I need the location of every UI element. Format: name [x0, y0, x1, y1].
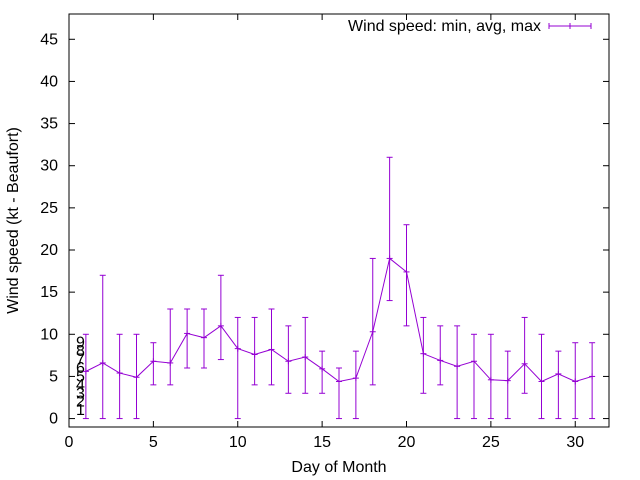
error-bar [454, 325, 461, 420]
error-bar [504, 350, 511, 420]
x-tick-label: 10 [229, 434, 247, 451]
error-bar [167, 308, 174, 386]
beaufort-label: 4 [76, 377, 85, 394]
error-bar [99, 274, 106, 420]
error-bar [352, 350, 359, 420]
beaufort-label: 2 [76, 394, 85, 411]
beaufort-label: 6 [76, 360, 85, 377]
y-axis-label: Wind speed (kt - Beaufort) [5, 127, 22, 314]
y-tick-label: 20 [40, 242, 58, 259]
error-bar [589, 342, 596, 420]
x-tick-label: 5 [149, 434, 158, 451]
y-tick-label: 10 [40, 326, 58, 343]
error-bar [234, 316, 241, 420]
y-tick-label: 35 [40, 116, 58, 133]
error-bar [386, 156, 393, 302]
x-tick-label: 15 [313, 434, 331, 451]
y-tick-label: 40 [40, 73, 58, 90]
plot-area [68, 13, 610, 428]
series-layer [82, 156, 596, 420]
y-tick-label: 15 [40, 284, 58, 301]
error-bar [403, 224, 410, 327]
error-bar [336, 367, 342, 420]
series-line-avg [85, 257, 593, 383]
beaufort-label: 8 [76, 343, 85, 360]
x-tick-label: 0 [65, 434, 74, 451]
error-bar [471, 333, 477, 420]
y-tick-label: 0 [49, 411, 58, 428]
error-bar [184, 308, 191, 369]
error-bar [437, 325, 444, 386]
beaufort-label: 7 [76, 352, 85, 369]
x-axis-label: Day of Month [291, 459, 386, 476]
error-bar [369, 257, 376, 386]
error-bar [82, 333, 89, 420]
beaufort-label: 1 [76, 402, 85, 419]
error-bar [319, 350, 326, 394]
beaufort-label: 3 [76, 385, 85, 402]
error-bar [251, 316, 258, 386]
legend-label: Wind speed: min, avg, max [348, 18, 541, 35]
y-tick-label: 5 [49, 368, 58, 385]
error-bar [217, 274, 224, 361]
x-axis-ticks: 0 5 10 15 20 25 30 [65, 14, 584, 451]
y-tick-label: 45 [40, 31, 58, 48]
error-bar [487, 333, 494, 420]
error-bar [521, 316, 528, 394]
plot-border [68, 13, 610, 428]
beaufort-label: 9 [76, 335, 85, 352]
error-bar [116, 333, 123, 420]
legend: Wind speed: min, avg, max [348, 18, 592, 35]
y-tick-label: 25 [40, 200, 58, 217]
y-tick-label: 30 [40, 158, 58, 175]
x-tick-label: 25 [482, 434, 500, 451]
error-bar [555, 350, 562, 420]
x-tick-label: 30 [566, 434, 584, 451]
x-tick-label: 20 [398, 434, 416, 451]
beaufort-label: 5 [76, 368, 85, 385]
error-bar [538, 333, 545, 420]
